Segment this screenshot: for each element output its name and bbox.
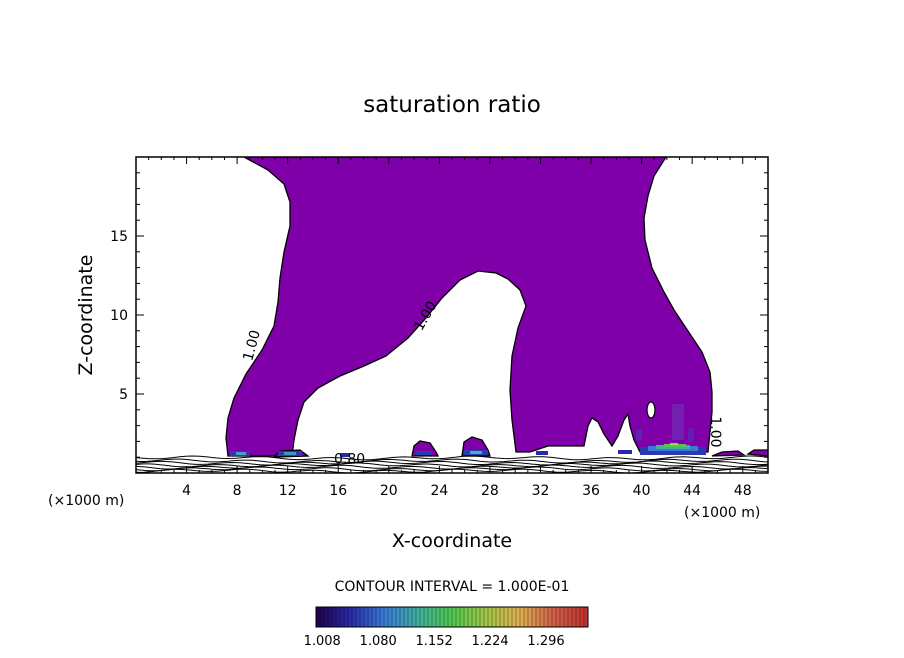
x-tick-label: 8 [233, 483, 242, 499]
colorbar-tick-label: 1.152 [416, 634, 453, 649]
surface-contour-line [136, 458, 768, 464]
y-tick-label: 10 [110, 308, 128, 324]
colorbar-tick-label: 1.080 [360, 634, 397, 649]
saturation-lobe [711, 450, 747, 457]
x-tick-label: 4 [182, 483, 191, 499]
x-axis: 4 8 12 16 20 24 28 32 36 40 44 48 [148, 157, 756, 499]
x-tick-label: 20 [380, 483, 398, 499]
x-tick-label: 40 [633, 483, 651, 499]
surface-contours [136, 455, 768, 473]
surface-contour-line [136, 455, 768, 461]
saturation-lobe [746, 449, 768, 457]
x-tick-label: 16 [329, 483, 347, 499]
x-tick-label: 36 [582, 483, 600, 499]
surface-contour-line [136, 462, 768, 468]
x-axis-label: X-coordinate [392, 530, 512, 552]
surface-contour-line [136, 460, 768, 466]
y-tick-label: 15 [110, 229, 128, 245]
subsaturated-hole [646, 401, 656, 419]
contour-label: 1.00 [707, 416, 723, 447]
chart-title: saturation ratio [363, 92, 541, 118]
contour-label: 0.80 [334, 452, 365, 468]
y-tick-label: 5 [119, 387, 128, 403]
saturation-region [225, 157, 713, 457]
colorbar-tick-label: 1.008 [304, 634, 341, 649]
x-tick-label: 32 [532, 483, 550, 499]
colorbar-tick-label: 1.224 [471, 634, 508, 649]
x-tick-label: 44 [683, 483, 701, 499]
y-axis: 5 10 15 [110, 172, 768, 458]
high-value-cells [230, 404, 706, 457]
colorbar-tick-label: 1.296 [527, 634, 564, 649]
x-tick-label: 24 [430, 483, 448, 499]
contour-interval-text: CONTOUR INTERVAL = 1.000E-01 [335, 579, 570, 595]
y-axis-label: Z-coordinate [75, 255, 97, 376]
colorbar-steps [319, 607, 585, 627]
x-unit-right: (×1000 m) [684, 505, 760, 521]
x-tick-label: 48 [734, 483, 752, 499]
x-tick-label: 12 [279, 483, 297, 499]
x-unit-left: (×1000 m) [48, 493, 124, 509]
colorbar: 1.008 1.080 1.152 1.224 1.296 [304, 606, 589, 649]
x-tick-label: 28 [481, 483, 499, 499]
contour-label: 1.00 [240, 328, 264, 362]
plot-area [136, 157, 768, 473]
surface-contour-line [136, 468, 768, 473]
colorbar-ticks: 1.008 1.080 1.152 1.224 1.296 [304, 634, 565, 649]
